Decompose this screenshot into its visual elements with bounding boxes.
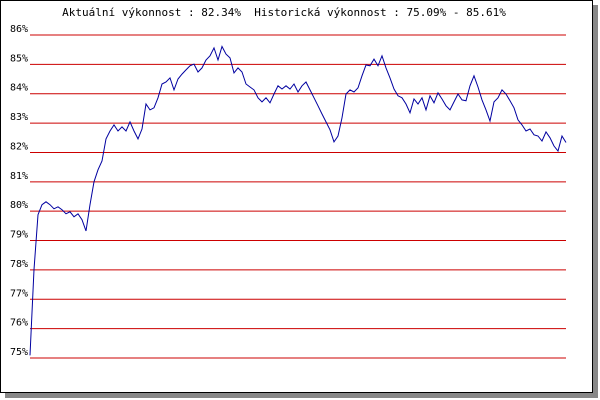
y-tick-label: 80% [10,200,28,211]
y-tick-label: 81% [10,171,28,182]
y-tick-label: 75% [10,347,28,358]
y-tick-label: 86% [10,24,28,35]
y-tick-label: 78% [10,259,28,270]
y-tick-label: 82% [10,141,28,152]
y-tick-label: 84% [10,83,28,94]
chart-title: Aktuální výkonnost : 82.34% Historická v… [62,6,506,19]
y-tick-label: 77% [10,288,28,299]
y-tick-label: 83% [10,112,28,123]
y-tick-label: 85% [10,53,28,64]
frame [0,0,593,393]
y-tick-label: 76% [10,318,28,329]
data-line [29,45,567,356]
y-tick-label: 79% [10,230,28,241]
